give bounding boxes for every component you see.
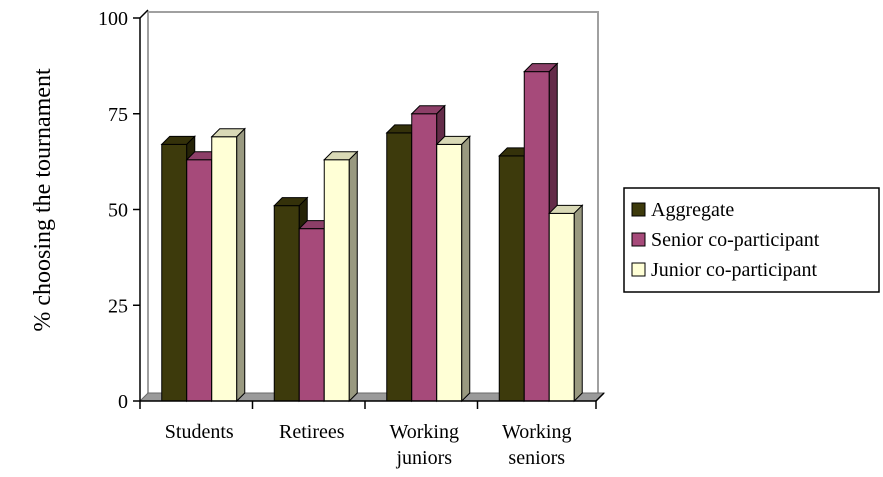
bar-front — [548, 212, 575, 402]
x-category-label: juniors — [395, 447, 452, 469]
x-category-label: seniors — [508, 447, 565, 469]
bar — [323, 150, 359, 403]
bar-front — [386, 132, 413, 402]
y-tick-label: 100 — [98, 8, 128, 30]
plot-back-wall — [147, 11, 599, 393]
bar-front — [186, 159, 213, 402]
bar-side — [573, 204, 583, 403]
bars — [160, 62, 584, 403]
x-axis-cap — [595, 392, 605, 402]
bar — [435, 135, 471, 403]
legend-swatch — [631, 262, 646, 277]
y-tick-label: 25 — [108, 295, 128, 317]
bar-front — [411, 113, 438, 402]
legend-swatch — [631, 232, 646, 247]
legend-label: Junior co-participant — [651, 259, 817, 281]
bar-front — [323, 159, 350, 402]
y-tick-label: 75 — [108, 104, 128, 126]
y-tick-label: 50 — [108, 200, 128, 222]
legend-label: Senior co-participant — [651, 229, 820, 251]
bar — [548, 204, 584, 403]
bar-side — [348, 150, 358, 403]
x-category-label: Students — [165, 421, 234, 443]
bar-front — [436, 143, 463, 402]
bar — [210, 127, 246, 403]
x-category-label: Working — [390, 421, 460, 443]
bar-side — [461, 135, 471, 403]
y-tick-label: 0 — [118, 391, 128, 413]
legend-swatch — [631, 202, 646, 217]
y-axis-cap — [139, 9, 149, 19]
legend-label: Aggregate — [651, 199, 734, 221]
legend: Aggregate Senior co-participant Junior co-… — [623, 187, 880, 293]
bar-front — [211, 136, 238, 402]
x-category-label: Working — [502, 421, 572, 443]
bar-front — [161, 143, 188, 402]
bar-front — [273, 205, 300, 402]
bar-side — [236, 127, 246, 403]
bar-front — [298, 228, 325, 402]
y-axis-title: % choosing the tournament — [30, 68, 56, 332]
axes: 0 25 50 75 100 Students Retirees Working juniors… — [98, 8, 605, 469]
bar-front — [523, 71, 550, 402]
x-category-label: Retirees — [279, 421, 345, 443]
legend-box — [623, 187, 880, 293]
bar-front — [498, 155, 525, 402]
